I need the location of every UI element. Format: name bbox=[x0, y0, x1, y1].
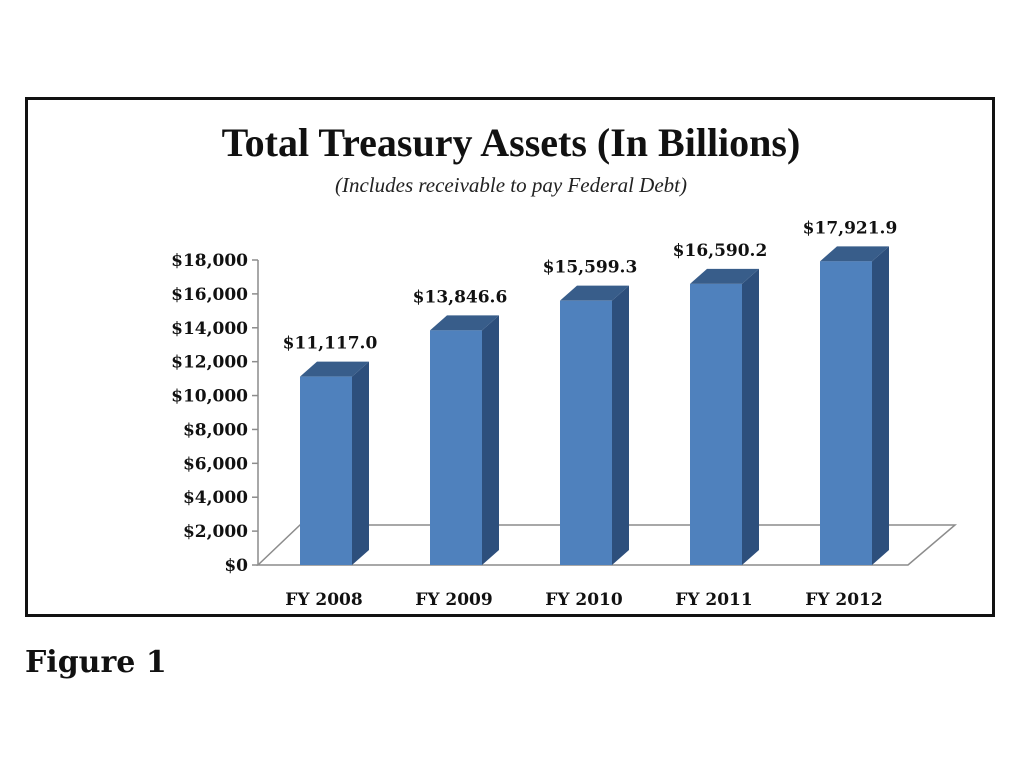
y-tick-label: $6,000 bbox=[183, 454, 248, 474]
x-category-label: FY 2009 bbox=[415, 590, 492, 610]
bar bbox=[690, 268, 759, 565]
x-category-label: FY 2012 bbox=[805, 590, 882, 610]
bar-value-label: $17,921.9 bbox=[803, 218, 898, 238]
y-tick-label: $18,000 bbox=[171, 251, 248, 271]
bar-front bbox=[690, 283, 742, 565]
x-category-label: FY 2011 bbox=[675, 590, 752, 610]
chart-subtitle: (Includes receivable to pay Federal Debt… bbox=[335, 173, 687, 197]
bar-value-label: $15,599.3 bbox=[543, 258, 638, 278]
bar bbox=[300, 361, 369, 565]
bar-side bbox=[612, 285, 629, 565]
bar-side bbox=[872, 246, 889, 565]
y-tick-label: $14,000 bbox=[171, 319, 248, 339]
y-tick-label: $16,000 bbox=[171, 285, 248, 305]
bar-side bbox=[482, 315, 499, 565]
bar-value-label: $16,590.2 bbox=[673, 241, 768, 261]
bar-chart: Total Treasury Assets (In Billions) (Inc… bbox=[171, 120, 958, 610]
y-tick-label: $8,000 bbox=[183, 420, 248, 440]
bar-front bbox=[430, 330, 482, 565]
bar-side bbox=[742, 268, 759, 565]
bar-value-label: $11,117.0 bbox=[283, 334, 378, 354]
bar bbox=[560, 285, 629, 565]
chart-title: Total Treasury Assets (In Billions) bbox=[222, 120, 801, 165]
bar-front bbox=[820, 261, 872, 565]
bars: $11,117.0 $13,846.6 $15,599.3 $16,590.2 $17,… bbox=[283, 218, 898, 565]
figure-caption: Figure 1 bbox=[25, 645, 167, 680]
x-category-label: FY 2008 bbox=[285, 590, 362, 610]
bar-top bbox=[820, 246, 889, 262]
bar bbox=[430, 315, 499, 565]
x-category-label: FY 2010 bbox=[545, 590, 623, 610]
bar-top bbox=[300, 361, 369, 377]
bar-front bbox=[300, 376, 352, 565]
y-tick-label: $4,000 bbox=[183, 488, 248, 508]
bar-value-label: $13,846.6 bbox=[413, 287, 508, 307]
y-tick-labels: $0 $2,000 $4,000 $6,000 $8,000 $10,000 $12,000… bbox=[171, 251, 248, 576]
y-tick-label: $10,000 bbox=[171, 387, 248, 407]
x-tick-labels: FY 2008 FY 2009 FY 2010 FY 2011 FY 2012 bbox=[285, 590, 882, 610]
chart-frame: Total Treasury Assets (In Billions) (Inc… bbox=[25, 97, 995, 617]
y-tick-label: $0 bbox=[224, 556, 248, 576]
bar-top bbox=[690, 268, 759, 284]
bar-side bbox=[352, 361, 369, 565]
y-tick-label: $2,000 bbox=[183, 522, 248, 542]
bar bbox=[820, 246, 889, 565]
y-tick-label: $12,000 bbox=[171, 353, 248, 373]
bar-top bbox=[560, 285, 629, 301]
bar-top bbox=[430, 315, 499, 331]
bar-front bbox=[560, 300, 612, 565]
